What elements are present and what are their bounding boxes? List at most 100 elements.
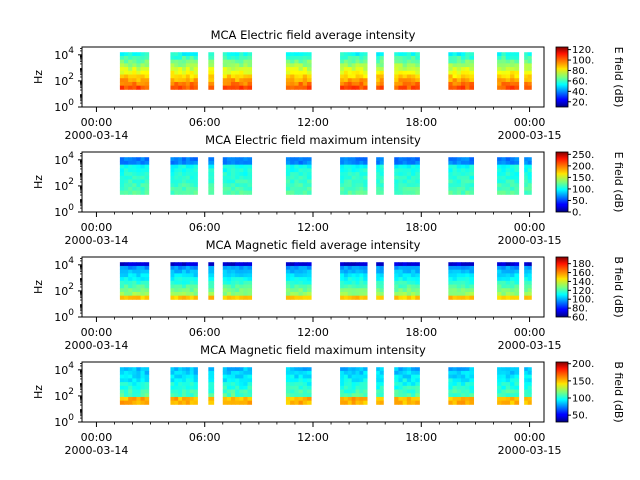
spectrogram-cell — [231, 183, 236, 188]
spectrogram-cell — [469, 277, 475, 282]
spectrogram-cell — [343, 288, 349, 293]
spectrogram-cell — [460, 172, 466, 177]
spectrogram-cell — [355, 396, 360, 402]
spectrogram-cell — [247, 67, 253, 72]
spectrogram-cell — [119, 74, 125, 79]
spectrogram-cell — [524, 277, 529, 282]
spectrogram-cell — [524, 78, 529, 83]
spectrogram-cell — [208, 63, 215, 68]
spectrogram-cell — [415, 186, 420, 192]
spectrogram-cell — [497, 295, 502, 300]
spectrogram-cell — [510, 67, 515, 72]
spectrogram-cell — [355, 164, 360, 169]
spectrogram-cell — [497, 55, 502, 61]
spectrogram-cell — [505, 179, 511, 184]
spectrogram-cell — [376, 74, 381, 79]
spectrogram-cell — [394, 81, 399, 87]
spectrogram-cell — [128, 74, 133, 79]
spectrogram-cell — [302, 52, 308, 57]
spectrogram-cell — [185, 269, 191, 274]
spectrogram-cell — [178, 59, 183, 64]
spectrogram-cell — [170, 59, 175, 64]
spectrogram-cell — [514, 400, 520, 405]
chart-title: MCA Electric field maximum intensity — [205, 133, 421, 147]
spectrogram-cell — [379, 172, 384, 177]
spectrogram-cell — [178, 190, 183, 195]
spectrogram-cell — [185, 85, 191, 90]
spectrogram-cell — [524, 67, 529, 72]
spectrogram-cell — [290, 183, 295, 188]
spectrogram-cell — [469, 284, 475, 289]
spectrogram-cell — [501, 85, 507, 90]
spectrogram-cell — [231, 378, 236, 383]
spectrogram-cell — [505, 280, 511, 285]
spectrogram-cell — [376, 179, 381, 184]
spectrogram-cell — [178, 400, 183, 405]
spectrogram-cell — [239, 396, 244, 402]
spectrogram-cell — [294, 59, 299, 64]
spectrogram-cell — [363, 288, 368, 293]
spectrogram-cell — [351, 52, 356, 57]
spectrogram-cell — [136, 78, 141, 83]
spectrogram-cell — [174, 74, 179, 79]
spectrogram-cell — [456, 269, 462, 274]
spectrogram-cell — [415, 183, 420, 188]
spectrogram-cell — [376, 78, 381, 83]
spectrogram-cell — [231, 382, 236, 387]
spectrogram-cell — [501, 295, 507, 300]
spectrogram-cell — [222, 277, 228, 282]
spectrogram-cell — [298, 157, 304, 162]
spectrogram-cell — [469, 157, 475, 162]
spectrogram-cell — [208, 374, 215, 379]
spectrogram-cell — [290, 382, 295, 387]
spectrogram-cell — [144, 52, 150, 57]
spectrogram-cell — [193, 273, 198, 278]
spectrogram-cell — [302, 85, 308, 90]
spectrogram-cell — [247, 295, 253, 300]
spectrogram-cell — [239, 70, 244, 75]
spectrogram-cell — [294, 63, 299, 68]
spectrogram-cell — [343, 78, 349, 83]
spectrogram-cell — [231, 374, 236, 379]
spectrogram-cell — [208, 179, 215, 184]
spectrogram-cell — [394, 295, 399, 300]
spectrogram-cell — [231, 175, 236, 180]
spectrogram-cell — [132, 157, 137, 162]
spectrogram-cell — [140, 273, 146, 278]
spectrogram-cell — [189, 374, 195, 379]
spectrogram-cell — [231, 400, 236, 405]
spectrogram-cell — [343, 291, 349, 297]
spectrogram-cell — [239, 190, 244, 195]
spectrogram-cell — [460, 370, 466, 376]
spectrogram-cell — [452, 67, 458, 72]
spectrogram-cell — [174, 179, 179, 184]
spectrogram-cell — [411, 70, 416, 75]
spectrogram-cell — [379, 367, 384, 372]
spectrogram-cell — [363, 59, 368, 64]
spectrogram-cell — [527, 265, 532, 271]
spectrogram-cell — [452, 179, 458, 184]
spectrogram-cell — [363, 168, 368, 173]
spectrogram-cell — [465, 157, 470, 162]
spectrogram-cell — [170, 74, 175, 79]
spectrogram-cell — [514, 63, 520, 68]
spectrogram-cell — [243, 277, 248, 282]
spectrogram-cell — [208, 183, 215, 188]
spectrogram-cell — [460, 52, 466, 57]
spectrogram-cell — [363, 280, 368, 285]
spectrogram-cell — [294, 393, 299, 398]
spectrogram-cell — [239, 367, 244, 372]
spectrogram-cell — [235, 370, 240, 376]
spectrogram-cell — [298, 78, 304, 83]
spectrogram-cell — [359, 273, 364, 278]
spectrogram-cell — [178, 67, 183, 72]
spectrogram-cell — [306, 78, 312, 83]
spectrogram-cell — [501, 74, 507, 79]
spectrogram-cell — [243, 284, 248, 289]
spectrogram-cell — [285, 382, 291, 387]
spectrogram-cell — [231, 164, 236, 169]
spectrogram-cell — [285, 291, 291, 297]
spectrogram-cell — [170, 179, 175, 184]
x-start-date: 2000-03-14 — [64, 234, 128, 247]
spectrogram-cell — [170, 164, 175, 169]
